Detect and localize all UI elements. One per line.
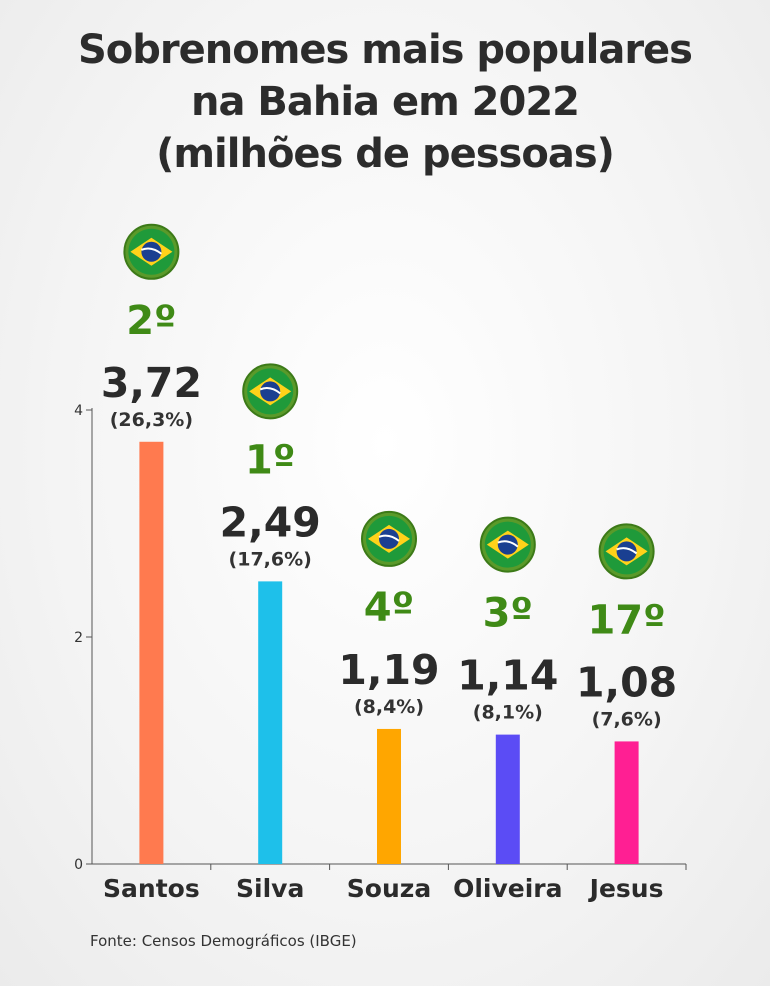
bar-santos bbox=[139, 441, 164, 864]
bar-souza bbox=[377, 728, 401, 864]
percent-label: (7,6%) bbox=[592, 708, 662, 730]
source-note: Fonte: Censos Demográficos (IBGE) bbox=[90, 932, 357, 950]
category-label: Jesus bbox=[588, 874, 664, 903]
bar-silva bbox=[258, 581, 283, 864]
category-label: Silva bbox=[236, 874, 304, 903]
bar-oliveira bbox=[495, 734, 520, 864]
percent-label: (17,6%) bbox=[229, 548, 312, 570]
brazil-rank-label: 17º bbox=[587, 597, 665, 643]
percent-label: (8,1%) bbox=[473, 702, 543, 724]
y-tick-label: 2 bbox=[74, 630, 83, 646]
brazil-flag-icon bbox=[361, 510, 417, 567]
category-label: Oliveira bbox=[453, 874, 562, 903]
bar-jesus bbox=[614, 741, 639, 864]
y-tick-label: 4 bbox=[74, 403, 83, 419]
value-label: 2,49 bbox=[220, 498, 321, 546]
brazil-rank-label: 3º bbox=[483, 591, 533, 637]
percent-label: (26,3%) bbox=[110, 409, 193, 431]
brazil-flag-icon bbox=[242, 363, 299, 420]
y-tick-label: 0 bbox=[74, 857, 83, 873]
chart-title: Sobrenomes mais populares na Bahia em 20… bbox=[0, 24, 770, 180]
value-label: 1,19 bbox=[338, 646, 439, 694]
category-label: Souza bbox=[347, 874, 431, 903]
category-label: Santos bbox=[103, 874, 200, 903]
brazil-flag-icon bbox=[598, 523, 655, 580]
value-label: 1,14 bbox=[457, 652, 558, 700]
brazil-rank-label: 4º bbox=[364, 585, 414, 631]
brazil-rank-label: 1º bbox=[245, 437, 295, 483]
title-line-3: (milhões de pessoas) bbox=[156, 131, 615, 177]
brazil-flag-icon bbox=[479, 516, 536, 573]
value-label: 1,08 bbox=[576, 658, 677, 706]
title-line-1: Sobrenomes mais populares bbox=[78, 27, 693, 73]
brazil-rank-label: 2º bbox=[126, 298, 176, 344]
percent-label: (8,4%) bbox=[354, 696, 424, 718]
title-line-2: na Bahia em 2022 bbox=[190, 79, 580, 125]
brazil-flag-icon bbox=[123, 223, 180, 280]
value-label: 3,72 bbox=[101, 359, 202, 407]
